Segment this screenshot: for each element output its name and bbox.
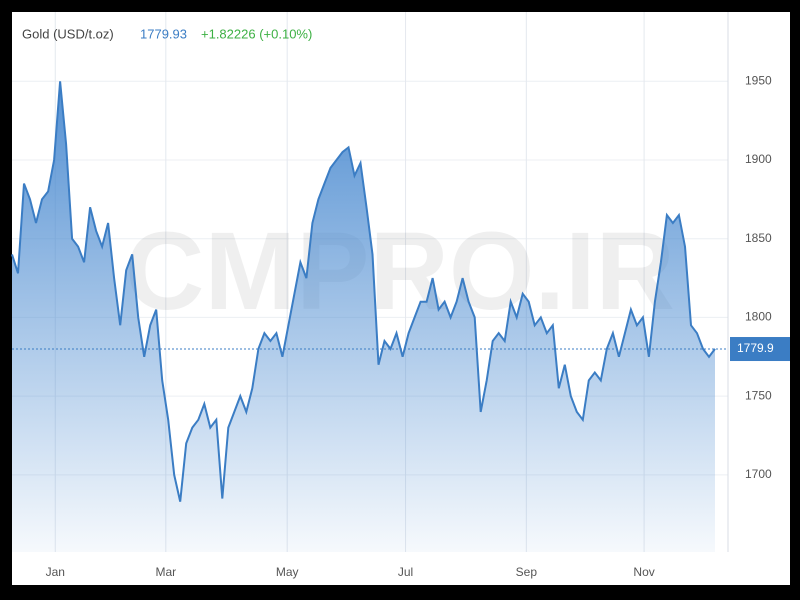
watermark: CMPRO.IR [125, 210, 675, 333]
y-tick-label: 1750 [745, 388, 772, 402]
last-value: 1779.93 [140, 26, 187, 41]
y-tick-label: 1850 [745, 231, 772, 245]
change: +1.82226 (+0.10%) [201, 26, 312, 41]
x-tick-label: May [276, 565, 299, 579]
x-tick-label: Mar [155, 565, 176, 579]
last-price-label: 1779.9 [737, 341, 774, 355]
x-tick-label: Jul [398, 565, 413, 579]
chart-title: Gold (USD/t.oz) [22, 26, 114, 41]
y-tick-label: 1700 [745, 467, 772, 481]
area [12, 81, 715, 553]
last-price-tag [730, 337, 790, 362]
x-tick-label: Jan [46, 565, 65, 579]
y-tick-label: 1950 [745, 73, 772, 87]
y-tick-label: 1800 [745, 310, 772, 324]
x-tick-label: Nov [633, 565, 654, 579]
line [11, 81, 716, 502]
x-tick-label: Sep [516, 565, 538, 579]
y-tick-label: 1900 [745, 152, 772, 166]
